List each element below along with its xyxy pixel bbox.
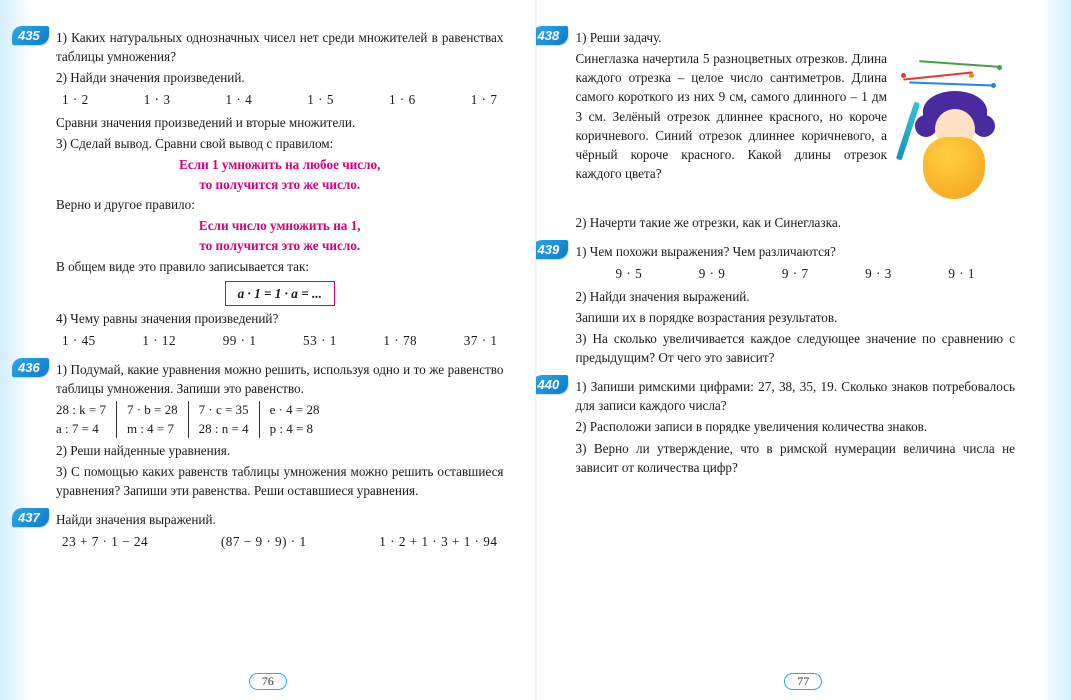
girl-illustration xyxy=(895,49,1015,209)
colored-segments-icon xyxy=(899,53,1009,93)
exercise-number: 437 xyxy=(12,508,49,527)
page-left: 435 1) Каких натуральных однозначных чис… xyxy=(0,0,536,700)
exercise-437: 437 Найди значения выражений. 23 + 7 · 1… xyxy=(56,510,504,551)
exercise-number: 436 xyxy=(12,358,49,377)
rule-1-line-1: Если 1 умножить на любое число, xyxy=(56,156,504,173)
general-form-intro: В общем виде это правило записывается та… xyxy=(56,257,504,276)
spread-gutter xyxy=(535,0,537,700)
q4: 4) Чему равны значения произведений? xyxy=(56,309,504,328)
q1: Найди значения выражений. xyxy=(56,510,504,529)
q2: 2) Расположи записи в порядке увеличения… xyxy=(576,417,1016,436)
q2: 2) Найди значения выражений. xyxy=(576,287,1016,306)
exercise-number: 438 xyxy=(536,26,569,45)
q3: 3) Сделай вывод. Сравни свой вывод с пра… xyxy=(56,134,504,153)
q2: 2) Реши найденные уравнения. xyxy=(56,441,504,460)
rule-1-line-2: то получится это же число. xyxy=(56,176,504,193)
q1: 1) Запиши римскими цифрами: 27, 38, 35, … xyxy=(576,377,1016,415)
expressions-row: 9 · 5 9 · 9 9 · 7 9 · 3 9 · 1 xyxy=(576,264,1016,283)
equation-columns: 28 : k = 7 a : 7 = 4 7 · b = 28 m : 4 = … xyxy=(56,401,504,437)
page-right: 438 1) Реши задачу. xyxy=(536,0,1071,700)
q1: 1) Подумай, какие уравнения можно решить… xyxy=(56,360,504,398)
exercise-number: 435 xyxy=(12,26,49,45)
textbook-spread: 435 1) Каких натуральных однозначных чис… xyxy=(0,0,1071,700)
page-number-left: 76 xyxy=(249,673,287,690)
page-number-right: 77 xyxy=(784,673,822,690)
products-row-2: 1 · 45 1 · 12 99 · 1 53 · 1 1 · 78 37 · … xyxy=(56,331,504,350)
products-row-1: 1 · 2 1 · 3 1 · 4 1 · 5 1 · 6 1 · 7 xyxy=(56,90,504,109)
exercise-438: 438 1) Реши задачу. xyxy=(576,28,1016,232)
q1: 1) Чем похожи выражения? Чем различаются… xyxy=(576,242,1016,261)
exercise-436: 436 1) Подумай, какие уравнения можно ре… xyxy=(56,360,504,500)
col-3: 7 · c = 35 28 : n = 4 xyxy=(189,401,260,437)
exercise-435: 435 1) Каких натуральных однозначных чис… xyxy=(56,28,504,350)
identity-formula: a · 1 = 1 · a = ... xyxy=(225,281,335,306)
exercise-number: 439 xyxy=(536,240,569,259)
also-true: Верно и другое правило: xyxy=(56,195,504,214)
rule-2-line-2: то получится это же число. xyxy=(56,237,504,254)
col-4: e · 4 = 28 p : 4 = 8 xyxy=(260,401,330,437)
q1: 1) Реши задачу. xyxy=(576,28,1016,47)
q2: 2) Начерти такие же отрезки, как и Синег… xyxy=(576,213,1016,232)
q1: 1) Каких натуральных однозначных чисел н… xyxy=(56,28,504,66)
exercise-440: 440 1) Запиши римскими цифрами: 27, 38, … xyxy=(576,377,1016,477)
formula-wrapper: a · 1 = 1 · a = ... xyxy=(56,278,504,309)
q2: 2) Найди значения произведений. xyxy=(56,68,504,87)
q3: 3) Верно ли утверждение, что в римской н… xyxy=(576,439,1016,477)
q3: 3) С помощью каких равенств таблицы умно… xyxy=(56,462,504,500)
compare-hint: Сравни значения произведений и вторые мн… xyxy=(56,113,504,132)
q2-hint: Запиши их в порядке возрастания результа… xyxy=(576,308,1016,327)
exercise-number: 440 xyxy=(536,375,569,394)
exercise-439: 439 1) Чем похожи выражения? Чем различа… xyxy=(576,242,1016,367)
q3: 3) На сколько увеличивается каждое следу… xyxy=(576,329,1016,367)
col-2: 7 · b = 28 m : 4 = 7 xyxy=(117,401,189,437)
col-1: 28 : k = 7 a : 7 = 4 xyxy=(56,401,117,437)
rule-2-line-1: Если число умножить на 1, xyxy=(56,217,504,234)
expressions-row: 23 + 7 · 1 − 24 (87 − 9 · 9) · 1 1 · 2 +… xyxy=(56,532,504,551)
